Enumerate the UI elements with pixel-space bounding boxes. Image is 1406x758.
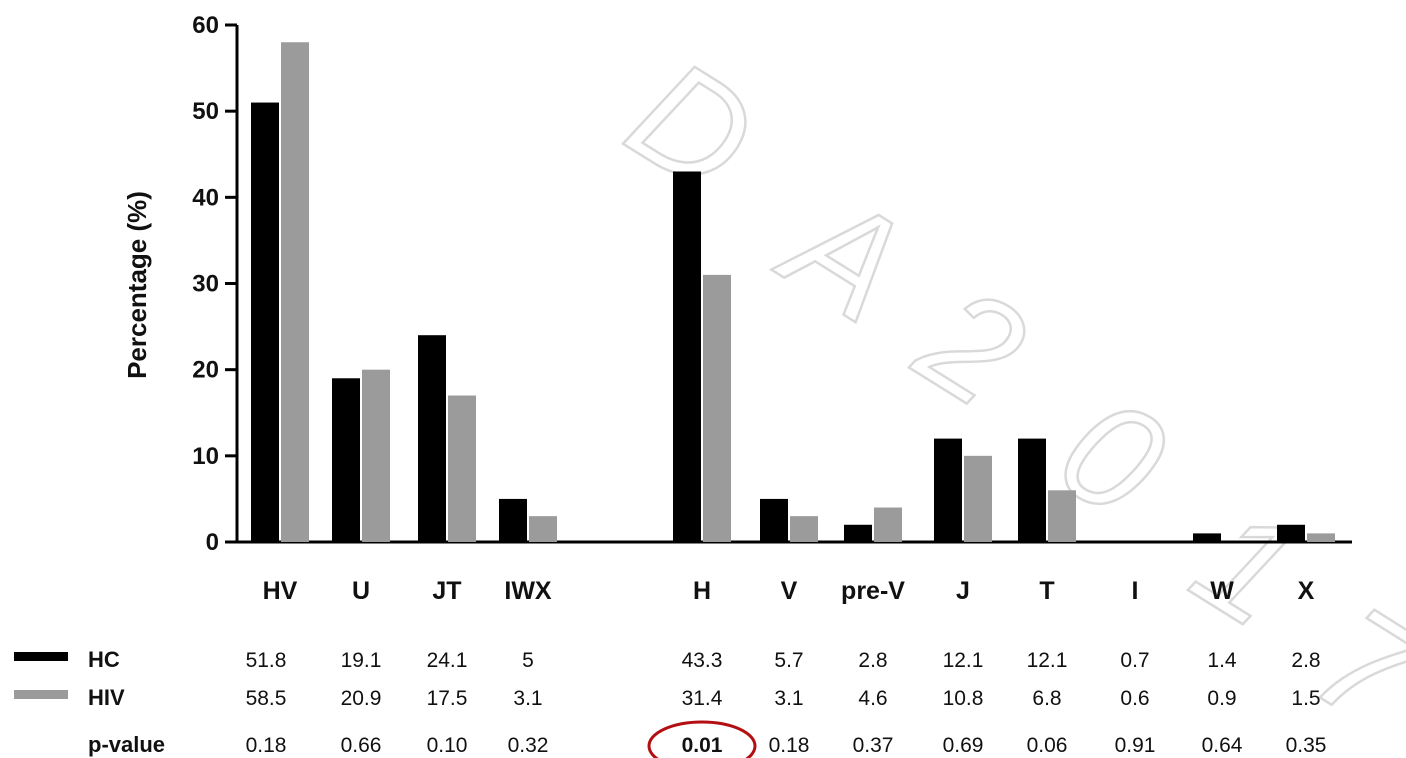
bar-hiv-u [362, 369, 390, 542]
table-cell: 0.91 [1115, 734, 1156, 757]
axes: 0 10 20 30 40 50 60 [192, 12, 1352, 556]
bar-hc-v [760, 498, 788, 542]
legend-swatch-hiv [14, 690, 68, 699]
bar-hiv-t [1048, 490, 1076, 542]
bar-hiv-pre-v [874, 507, 902, 542]
table-cell: 2.8 [1291, 649, 1320, 672]
y-tick-label: 50 [192, 98, 219, 125]
bar-hiv-j [964, 455, 992, 542]
table-row-label: p-value [88, 732, 165, 757]
table-cell: 17.5 [427, 687, 468, 710]
table-cell: 19.1 [341, 649, 382, 672]
y-tick-label: 60 [192, 12, 219, 39]
bar-hiv-x [1307, 533, 1335, 542]
x-category-label: J [956, 577, 970, 605]
x-category-label: T [1039, 577, 1054, 605]
bar-hc-pre-v [844, 524, 872, 542]
table-cell: 3.1 [513, 687, 542, 710]
table-cell: 0.64 [1202, 734, 1243, 757]
y-tick-label: 40 [192, 184, 219, 211]
table-cell: 0.32 [508, 734, 549, 757]
x-category-label: U [352, 577, 370, 605]
table-cell: 6.8 [1032, 687, 1061, 710]
x-category-label: X [1298, 577, 1315, 605]
legend-swatch-hc [14, 652, 68, 661]
table-cell-highlighted: 0.01 [682, 734, 723, 757]
bar-hiv-hv [281, 42, 309, 542]
table-cell: 12.1 [1027, 649, 1068, 672]
bar-hiv-h [703, 274, 731, 542]
bar-hc-jt [418, 335, 446, 542]
x-category-label: IWX [504, 577, 552, 605]
table-cell: 2.8 [858, 649, 887, 672]
y-tick-label: 20 [192, 357, 219, 384]
table-cell: 0.9 [1207, 687, 1236, 710]
bar-hc-j [934, 438, 962, 542]
watermark-letter: 2 [892, 252, 1053, 439]
x-category-label: V [781, 577, 798, 605]
data-table: HC 51.8 19.1 24.1 5 43.3 5.7 2.8 12.1 12.1 0.7 1.4 2… [14, 647, 1326, 758]
table-cell: 0.69 [943, 734, 984, 757]
table-cell: 12.1 [943, 649, 984, 672]
x-category-label: H [693, 577, 711, 605]
table-cell: 0.37 [853, 734, 894, 757]
table-cell: 4.6 [858, 687, 887, 710]
x-category-label: pre-V [841, 577, 905, 605]
table-cell: 58.5 [246, 687, 287, 710]
x-category-label: W [1210, 577, 1234, 605]
table-row-label: HIV [88, 685, 125, 710]
bar-hiv-jt [448, 395, 476, 542]
table-cell: 43.3 [682, 649, 723, 672]
table-cell: 0.18 [769, 734, 810, 757]
x-category-label: JT [432, 577, 461, 605]
table-cell: 0.35 [1286, 734, 1327, 757]
bar-hc-h [673, 171, 701, 542]
x-category-label: I [1132, 577, 1139, 605]
y-axis-title: Percentage (%) [122, 191, 152, 379]
table-cell: 0.66 [341, 734, 382, 757]
bar-hc-x [1277, 524, 1305, 542]
bar-hc-u [332, 378, 360, 542]
table-cell: 3.1 [774, 687, 803, 710]
table-cell: 0.7 [1120, 649, 1149, 672]
table-cell: 24.1 [427, 649, 468, 672]
y-tick-label: 0 [206, 529, 219, 556]
table-cell: 0.06 [1027, 734, 1068, 757]
table-row-label: HC [88, 647, 120, 672]
bar-hc-iwx [499, 498, 527, 542]
bars [251, 42, 1335, 543]
highlight-circle [647, 720, 757, 758]
table-cell: 1.5 [1291, 687, 1320, 710]
x-category-label: HV [263, 577, 298, 605]
table-cell: 1.4 [1207, 649, 1237, 672]
table-cell: 20.9 [341, 687, 382, 710]
table-cell: 0.6 [1120, 687, 1149, 710]
table-cell: 31.4 [682, 687, 723, 710]
table-cell: 5.7 [774, 649, 803, 672]
y-tick-label: 30 [192, 271, 219, 298]
bar-hc-t [1018, 438, 1046, 542]
table-cell: 5 [522, 649, 534, 672]
bar-hc-w [1193, 533, 1221, 542]
bar-hiv-iwx [529, 516, 557, 542]
bar-hc-hv [251, 102, 279, 543]
y-tick-label: 10 [192, 443, 219, 470]
table-cell: 51.8 [246, 649, 287, 672]
table-cell: 10.8 [943, 687, 984, 710]
watermark-letter: A [754, 154, 935, 354]
table-cell: 0.10 [427, 734, 468, 757]
watermark-letter: 1 [1168, 473, 1328, 660]
table-cell: 0.18 [246, 734, 287, 757]
bar-hiv-v [790, 516, 818, 542]
